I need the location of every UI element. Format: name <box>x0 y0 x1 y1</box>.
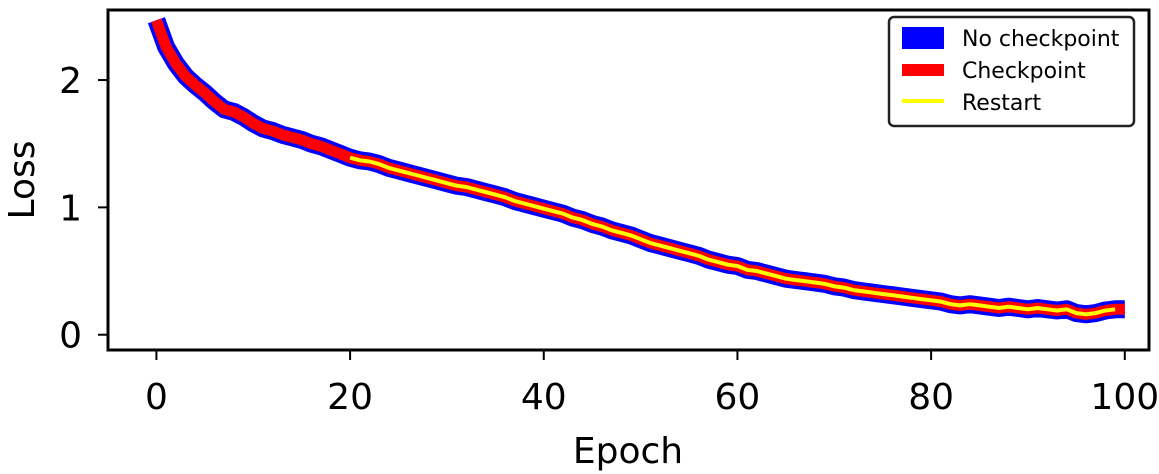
x-tick-label: 0 <box>145 377 168 418</box>
x-tick-label: 80 <box>908 377 954 418</box>
legend-box <box>887 15 1136 128</box>
series-layer <box>147 17 1125 324</box>
x-axis-label: Epoch <box>573 431 683 472</box>
x-axis: 0 20 40 60 80 100 <box>145 350 1159 418</box>
y-tick-label: 0 <box>59 316 82 357</box>
x-tick-label: 20 <box>327 377 373 418</box>
y-tick-label: 1 <box>59 188 82 229</box>
plot-frame <box>106 8 1151 352</box>
y-tick-label: 2 <box>59 61 82 102</box>
x-tick-label: 40 <box>521 377 567 418</box>
legend-label-checkpoint: Checkpoint <box>962 59 1086 84</box>
x-tick-label: 60 <box>715 377 761 418</box>
legend: No checkpoint Checkpoint Restart <box>887 15 1136 128</box>
x-tick-label: 100 <box>1090 377 1159 418</box>
legend-swatch-no-checkpoint <box>902 27 944 49</box>
y-axis-label: Loss <box>2 141 43 220</box>
series-line-restart <box>349 155 1116 317</box>
legend-label-restart: Restart <box>962 91 1041 116</box>
legend-label-no-checkpoint: No checkpoint <box>962 27 1120 52</box>
y-axis: 0 1 2 <box>59 61 108 357</box>
